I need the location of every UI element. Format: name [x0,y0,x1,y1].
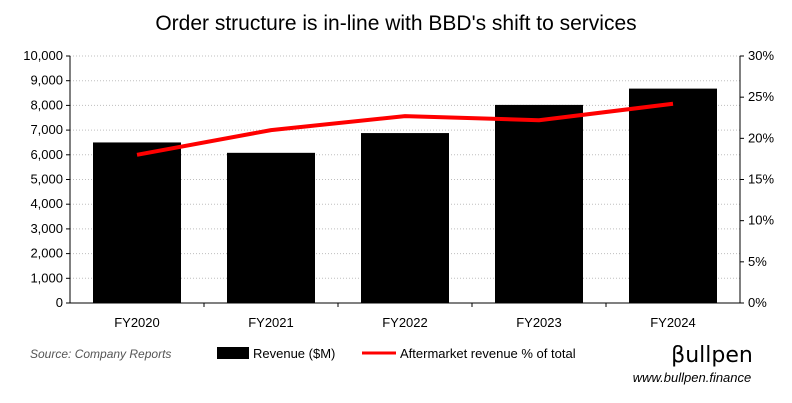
y-left-tick-label: 4,000 [30,196,63,211]
y-left-tick-label: 3,000 [30,221,63,236]
legend-line-label: Aftermarket revenue % of total [400,346,576,361]
legend-bar-label: Revenue ($M) [253,346,335,361]
y-right-tick-label: 5% [748,254,767,269]
brand-website: www.bullpen.finance [633,370,752,385]
x-tick-label: FY2020 [114,315,160,330]
y-left-tick-label: 9,000 [30,73,63,88]
source-note: Source: Company Reports [30,347,171,361]
y-left-tick-label: 2,000 [30,246,63,261]
line-series [136,101,674,157]
chart-title: Order structure is in-line with BBD's sh… [155,12,636,35]
axes: 0 1,000 2,000 3,000 4,000 5,000 6,000 7,000 8,00… [23,48,774,330]
y-right-tick-label: 25% [748,89,774,104]
bar [629,88,717,303]
y-right-tick-label: 15% [748,172,774,187]
bar-series [93,88,717,303]
x-tick-label: FY2022 [382,315,428,330]
y-left-tick-label: 10,000 [23,48,63,63]
bar [93,142,181,303]
x-tick-label: FY2023 [516,315,562,330]
x-tick-label: FY2021 [248,315,294,330]
bar [495,104,583,303]
y-left-tick-label: 5,000 [30,172,63,187]
legend: Revenue ($M) Aftermarket revenue % of to… [217,346,576,361]
y-left-tick-label: 6,000 [30,147,63,162]
y-left-tick-label: 0 [56,295,63,310]
brand-logo: βullpen [671,343,753,368]
y-left-tick-label: 1,000 [30,270,63,285]
y-right-tick-label: 30% [748,48,774,63]
y-right-tick-label: 10% [748,213,774,228]
y-right-tick-label: 0% [748,295,767,310]
gridlines [70,55,740,279]
y-left-tick-label: 8,000 [30,97,63,112]
legend-bar-swatch [217,347,249,359]
bar [227,152,315,303]
x-tick-label: FY2024 [650,315,696,330]
bar [361,133,449,303]
y-right-tick-label: 20% [748,130,774,145]
y-left-tick-label: 7,000 [30,122,63,137]
